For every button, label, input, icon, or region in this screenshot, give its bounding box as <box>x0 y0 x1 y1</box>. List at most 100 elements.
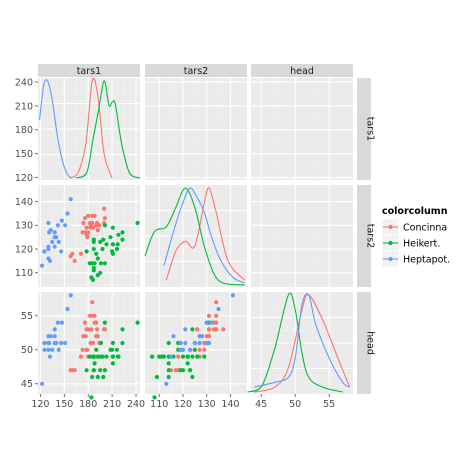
data-point-heikert <box>150 354 155 359</box>
data-point-heptapot <box>50 347 55 352</box>
data-point-concinna <box>102 216 107 221</box>
legend-label-heptapot: Heptapot. <box>403 255 450 266</box>
data-point-heikert <box>180 354 186 359</box>
data-point-heikert <box>135 220 140 226</box>
data-point-concinna <box>102 206 107 211</box>
data-point-heikert <box>166 361 171 366</box>
data-point-heptapot <box>209 320 214 325</box>
data-point-concinna <box>94 327 100 332</box>
data-point-heikert <box>190 374 195 380</box>
data-point-heikert <box>91 246 96 252</box>
data-point-heikert <box>90 374 95 380</box>
data-point-heptapot <box>46 220 51 226</box>
data-point-heptapot <box>199 334 204 339</box>
legend-label-heikert: Heikert. <box>403 239 440 250</box>
data-point-heikert <box>98 340 104 346</box>
data-point-concinna <box>85 235 90 240</box>
data-point-heptapot <box>52 244 57 249</box>
data-point-heikert <box>166 340 171 346</box>
data-point-concinna <box>78 354 84 359</box>
data-point-heptapot <box>50 239 55 244</box>
data-point-heikert <box>166 368 171 373</box>
data-point-heptapot <box>42 347 47 352</box>
data-point-heptapot <box>63 223 68 228</box>
data-point-heikert <box>89 395 94 400</box>
data-point-heikert <box>98 270 103 275</box>
strip-top-background <box>38 64 140 77</box>
data-point-concinna <box>102 327 107 332</box>
data-point-heikert <box>157 354 162 359</box>
panel-tars1-head <box>251 78 353 180</box>
data-point-heptapot <box>39 263 45 268</box>
data-point-heikert <box>84 368 89 373</box>
density-curve-concinna <box>165 187 246 281</box>
data-point-concinna <box>95 334 100 339</box>
x-tick-label: 210 <box>103 399 121 410</box>
data-point-heptapot <box>46 340 51 346</box>
strip-right-label: head <box>365 331 376 355</box>
data-point-heikert <box>102 368 107 373</box>
strip-right-background <box>357 78 371 180</box>
data-point-heptapot <box>54 235 59 240</box>
data-point-concinna <box>214 313 219 318</box>
y-tick-label: 150 <box>15 149 33 160</box>
data-point-heptapot <box>42 249 47 254</box>
strip-top-label: head <box>290 66 314 77</box>
data-point-heptapot <box>183 340 188 346</box>
data-point-concinna <box>88 340 93 346</box>
data-point-concinna <box>94 320 99 325</box>
density-curve-heikert <box>144 187 245 286</box>
data-point-heikert <box>190 354 195 359</box>
data-point-heptapot <box>55 320 61 325</box>
data-point-heptapot <box>39 381 45 386</box>
data-point-heikert <box>115 242 120 247</box>
x-tick-label: 55 <box>323 399 335 410</box>
x-tick-label: 180 <box>79 399 97 410</box>
data-point-heikert <box>161 354 167 359</box>
x-tick-label: 120 <box>31 399 49 410</box>
density-curve-heptapot <box>39 79 72 179</box>
data-point-heptapot <box>216 306 221 312</box>
density-curve-heikert <box>76 80 141 179</box>
data-point-concinna <box>176 354 181 359</box>
data-point-heikert <box>108 235 113 240</box>
density-curve-heikert <box>247 292 343 393</box>
data-point-concinna <box>94 223 99 228</box>
y-tick-label: 120 <box>15 244 33 255</box>
data-point-heikert <box>195 354 200 359</box>
y-tick-label: 240 <box>15 77 33 88</box>
x-tick-label: 150 <box>55 399 73 410</box>
data-point-heptapot <box>178 347 183 352</box>
data-point-heikert <box>110 347 115 352</box>
strip-right-label: tars2 <box>365 224 376 248</box>
data-point-heikert <box>110 361 115 366</box>
data-point-heikert <box>95 256 100 261</box>
data-point-heikert <box>104 242 109 247</box>
data-point-concinna <box>195 327 200 332</box>
y-tick-label: 140 <box>15 197 33 208</box>
data-point-concinna <box>82 216 88 221</box>
strip-top-label: tars2 <box>184 66 208 77</box>
data-point-concinna <box>82 320 88 325</box>
x-tick-label: 130 <box>198 399 216 410</box>
data-point-heikert <box>91 368 96 373</box>
x-tick-label: 140 <box>221 399 239 410</box>
data-point-heptapot <box>48 334 53 339</box>
legend-title: colorcolumn <box>382 206 448 217</box>
data-point-concinna <box>206 327 212 332</box>
y-tick-label: 210 <box>15 101 33 112</box>
data-point-concinna <box>84 225 89 230</box>
data-point-heikert <box>91 265 96 271</box>
data-point-heptapot <box>169 354 174 359</box>
data-point-concinna <box>84 347 89 352</box>
data-point-heptapot <box>56 347 61 352</box>
data-point-heptapot <box>54 340 59 346</box>
data-point-concinna <box>90 300 95 305</box>
data-point-heptapot <box>206 340 212 346</box>
data-point-concinna <box>72 368 77 373</box>
data-point-heikert <box>192 347 197 352</box>
data-point-concinna <box>86 230 91 235</box>
y-tick-label: 180 <box>15 125 33 136</box>
data-point-heikert <box>89 275 94 280</box>
data-point-heptapot <box>46 244 51 249</box>
